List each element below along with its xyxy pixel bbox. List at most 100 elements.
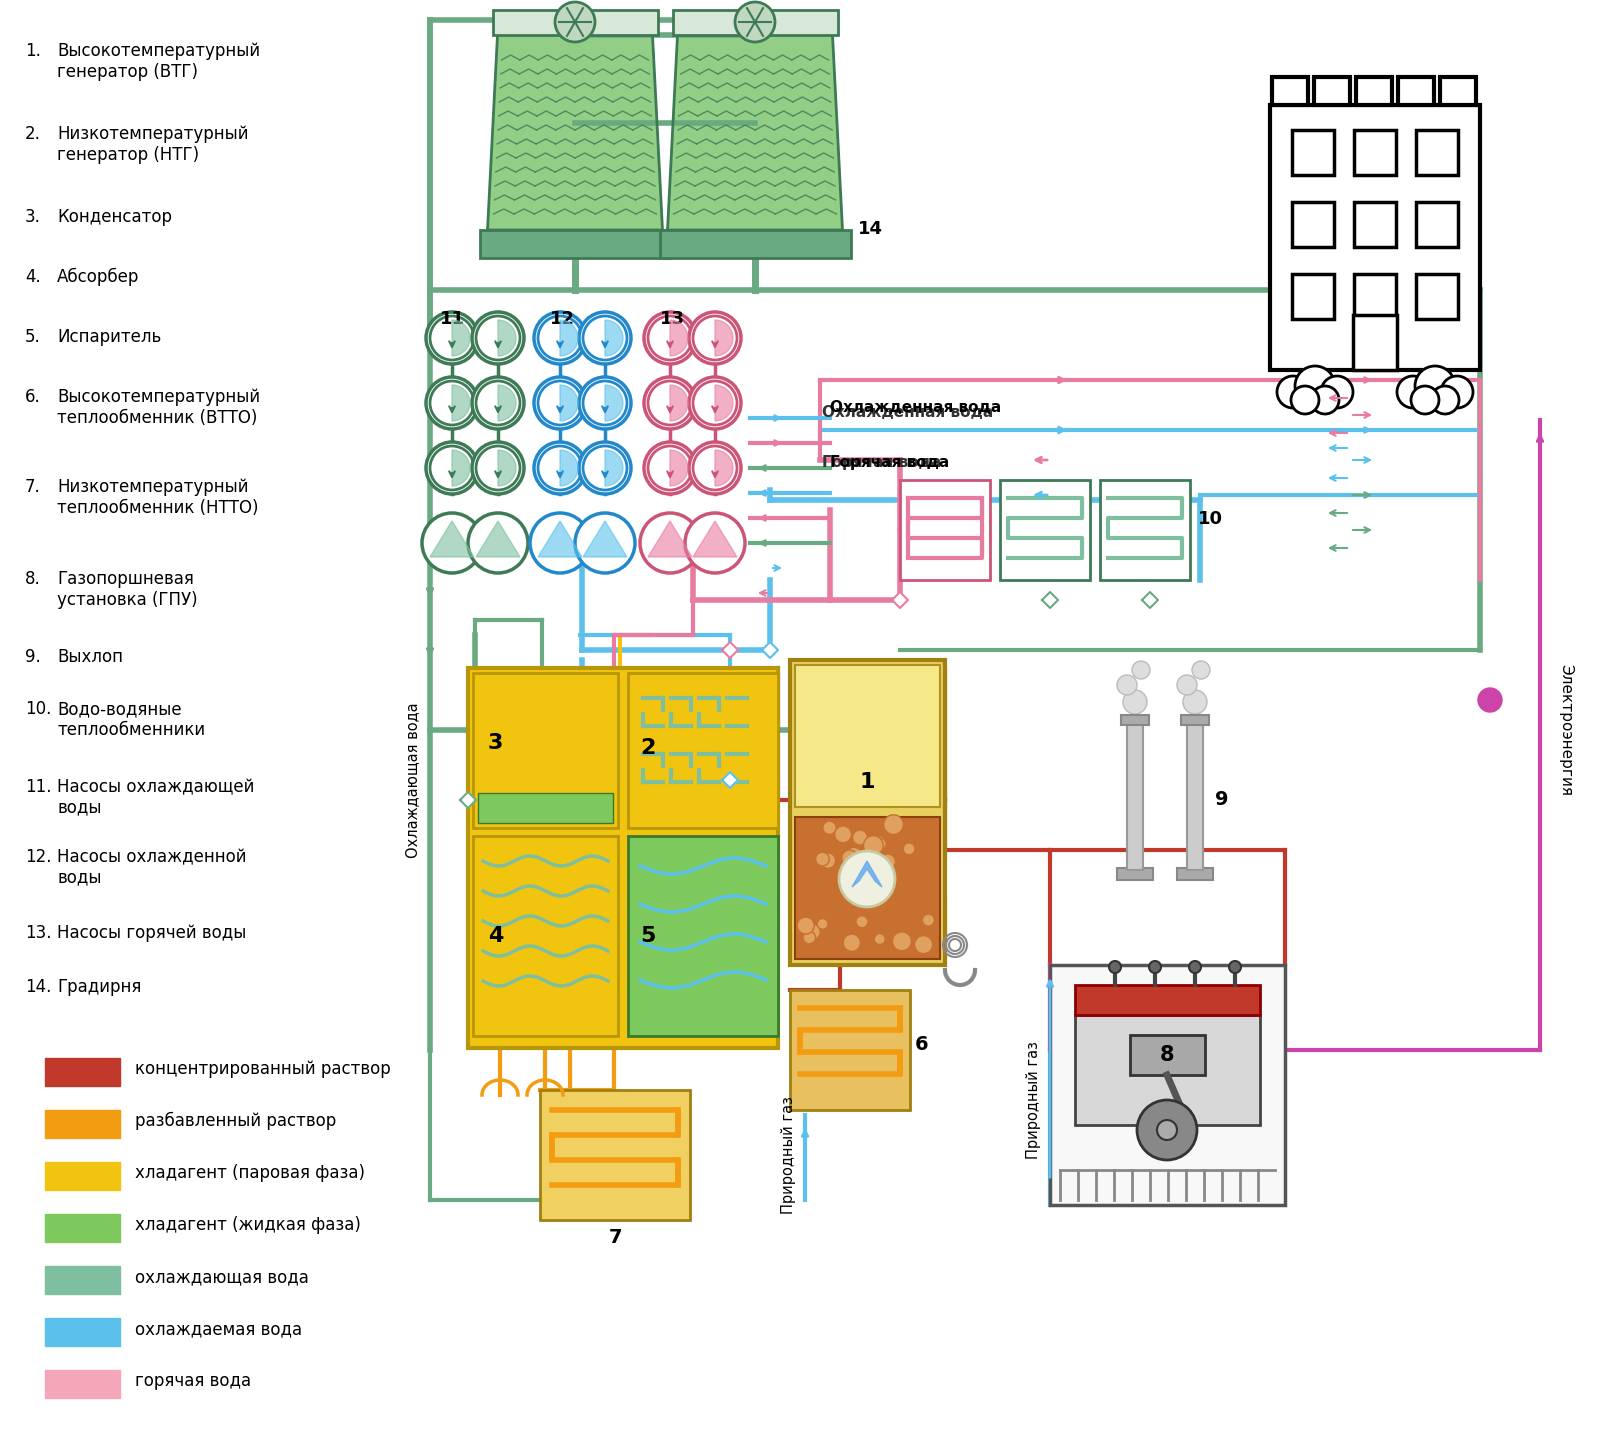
Circle shape [684,513,745,573]
Circle shape [823,821,836,834]
Circle shape [472,312,523,364]
Polygon shape [852,860,882,886]
Circle shape [865,892,874,902]
Bar [1050,964,1285,1205]
Polygon shape [668,35,842,230]
Text: Охлажденная вода: Охлажденная вода [823,405,993,419]
Text: 12: 12 [551,309,575,328]
Polygon shape [560,385,578,421]
Polygon shape [1042,591,1058,607]
Bar [1356,77,1393,106]
Circle shape [818,918,828,930]
Text: 12.: 12. [26,847,52,866]
Circle shape [641,513,700,573]
Circle shape [1441,376,1473,408]
Polygon shape [721,642,737,658]
Bar [791,991,910,1111]
Polygon shape [497,320,515,356]
Text: разбавленный раствор: разбавленный раствор [135,1112,336,1131]
Text: Высокотемпературный
теплообменник (ВТТО): Высокотемпературный теплообменник (ВТТО) [56,388,261,427]
Text: 2.: 2. [26,124,40,143]
Text: концентрированный раствор: концентрированный раствор [135,1060,391,1079]
Polygon shape [668,35,842,230]
Circle shape [1320,376,1352,408]
Text: 11.: 11. [26,778,52,795]
Bar [1354,273,1396,320]
Polygon shape [452,385,470,421]
Polygon shape [762,642,778,658]
Circle shape [477,445,520,490]
Polygon shape [452,320,470,356]
Circle shape [844,847,863,866]
Text: Насосы охлаждающей
воды: Насосы охлаждающей воды [56,778,254,817]
Circle shape [1109,962,1121,973]
Bar [1417,130,1459,175]
Polygon shape [647,521,692,557]
Polygon shape [488,35,662,230]
Bar [480,230,670,257]
Bar [1291,273,1335,320]
Polygon shape [721,772,737,788]
Circle shape [844,934,860,951]
Circle shape [797,917,815,934]
Polygon shape [477,521,520,557]
Bar [673,10,837,35]
Bar [1000,480,1090,580]
Bar [45,1267,121,1294]
Circle shape [874,934,886,944]
Text: Испаритель: Испаритель [56,328,161,346]
Circle shape [874,836,886,847]
Circle shape [689,312,741,364]
Circle shape [555,1,596,42]
Circle shape [881,855,895,869]
Bar [45,1369,121,1398]
Text: хладагент (паровая фаза): хладагент (паровая фаза) [135,1164,365,1181]
Circle shape [469,513,528,573]
Bar [45,1215,121,1242]
Text: Абсорбер: Абсорбер [56,268,140,286]
Bar [660,230,850,257]
Bar [45,1317,121,1346]
Text: охлаждаемая вода: охлаждаемая вода [135,1320,303,1338]
Circle shape [472,442,523,495]
Bar [1187,720,1203,870]
Circle shape [821,853,836,868]
Circle shape [842,850,857,865]
Bar [1130,1035,1204,1074]
Circle shape [923,914,934,925]
Bar [900,480,990,580]
Circle shape [1183,690,1208,714]
Text: Газопоршневая
установка (ГПУ): Газопоршневая установка (ГПУ) [56,570,198,609]
Circle shape [430,317,473,360]
Circle shape [805,924,819,940]
Circle shape [1277,376,1309,408]
Circle shape [430,380,473,425]
Text: 8: 8 [1159,1045,1174,1066]
Polygon shape [452,450,470,486]
Circle shape [1177,675,1196,696]
Circle shape [692,380,737,425]
Bar [1397,77,1435,106]
Text: 3.: 3. [26,208,40,226]
Circle shape [1410,386,1439,414]
Text: горячая вода: горячая вода [135,1372,251,1390]
Text: 7: 7 [609,1228,621,1246]
Polygon shape [892,591,908,607]
Text: 14.: 14. [26,977,52,996]
Text: 1.: 1. [26,42,40,59]
Circle shape [1124,690,1146,714]
Circle shape [1191,661,1211,680]
Bar [795,665,940,807]
Circle shape [852,850,868,868]
Polygon shape [670,450,687,486]
Text: Водо-водяные
теплообменники: Водо-водяные теплообменники [56,700,204,739]
Polygon shape [430,521,473,557]
Circle shape [863,836,884,856]
Polygon shape [715,320,733,356]
Text: Высокотемпературный
генератор (ВТГ): Высокотемпературный генератор (ВТГ) [56,42,261,81]
Text: 7.: 7. [26,479,40,496]
Text: хладагент (жидкая фаза): хладагент (жидкая фаза) [135,1216,361,1233]
Text: Охлаждающая вода: Охлаждающая вода [406,703,420,857]
Text: 9.: 9. [26,648,40,667]
Text: 10: 10 [1198,510,1224,528]
